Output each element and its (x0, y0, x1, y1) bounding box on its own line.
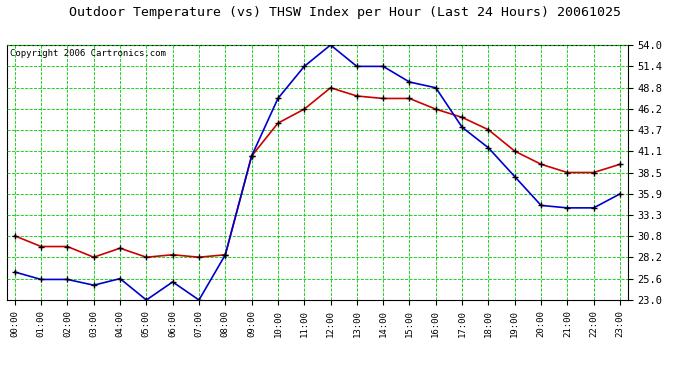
Text: Outdoor Temperature (vs) THSW Index per Hour (Last 24 Hours) 20061025: Outdoor Temperature (vs) THSW Index per … (69, 6, 621, 19)
Text: Copyright 2006 Cartronics.com: Copyright 2006 Cartronics.com (10, 49, 166, 58)
